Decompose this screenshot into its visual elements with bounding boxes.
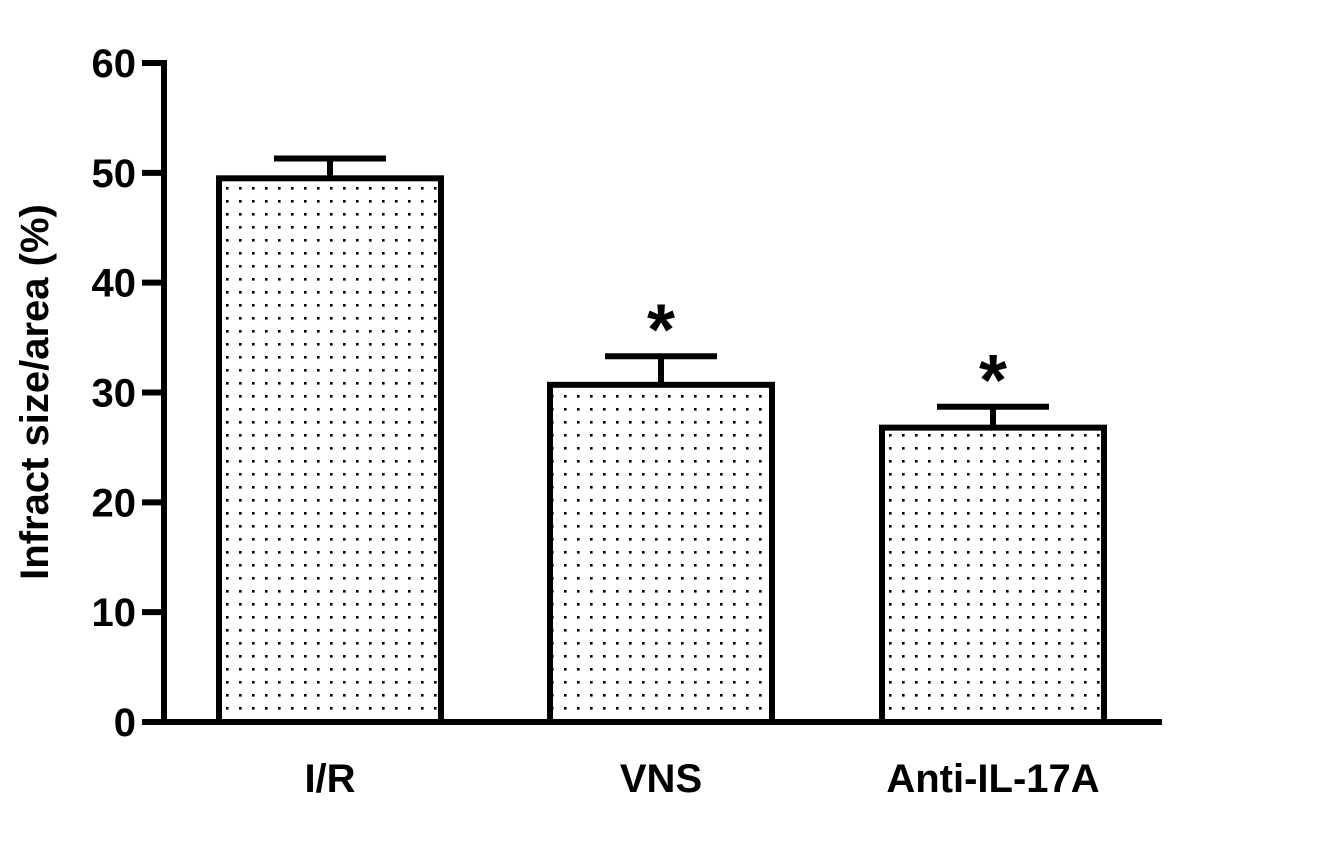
y-tick-label: 0 [114, 701, 136, 745]
x-tick-label: I/R [304, 757, 355, 801]
y-tick-label: 40 [92, 262, 137, 306]
bar-i-r [216, 175, 444, 725]
x-tick-label: Anti-IL-17A [886, 757, 1099, 801]
significance-marker: * [647, 290, 675, 370]
y-axis-title: Infract size/area (%) [13, 204, 57, 580]
bar-anti-il-17a [879, 424, 1107, 725]
bars-layer [216, 155, 1107, 725]
x-tick-label: VNS [620, 757, 702, 801]
y-tick-label: 50 [92, 152, 137, 196]
axes-layer [142, 60, 1162, 725]
labels-layer: I/R * VNS * Anti-IL-17A 0 10 20 30 40 50 60 [92, 42, 1100, 801]
y-tick-label: 10 [92, 591, 137, 635]
bar-vns [547, 381, 775, 725]
significance-marker: * [979, 341, 1007, 421]
y-tick-label: 60 [92, 42, 137, 86]
y-tick-label: 20 [92, 481, 137, 525]
y-tick-label: 30 [92, 372, 137, 416]
